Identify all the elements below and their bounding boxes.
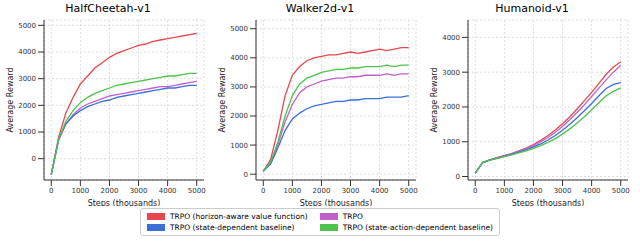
html-text:Walker2d-v1: Walker2d-v1 <box>285 2 355 15</box>
html-text:TRPO (state-action-dependent b: TRPO (state-action-dependent baseline) <box>342 223 493 232</box>
svg-text:0: 0 <box>49 187 53 195</box>
svg-text:1000: 1000 <box>283 187 301 195</box>
svg-text:3000: 3000 <box>442 69 460 77</box>
svg-text:2000: 2000 <box>230 112 248 120</box>
svg-text:3000: 3000 <box>342 187 360 195</box>
svg-text:Average Reward: Average Reward <box>430 67 439 132</box>
svg-text:Steps (thousands): Steps (thousands) <box>88 199 161 206</box>
html-text:Humanoid-v1: Humanoid-v1 <box>495 2 569 15</box>
svg-text:0: 0 <box>244 171 248 179</box>
html-text:TRPO: TRPO <box>342 212 363 221</box>
svg-text:4000: 4000 <box>159 187 177 195</box>
html-text:TRPO (horizon-aware value func: TRPO (horizon-aware value function) <box>170 212 308 221</box>
svg-text:2000: 2000 <box>313 187 331 195</box>
svg-text:1000: 1000 <box>18 128 36 136</box>
svg-text:5000: 5000 <box>188 187 206 195</box>
svg-text:0: 0 <box>261 187 265 195</box>
html-text:HalfCheetah-v1: HalfCheetah-v1 <box>65 2 151 15</box>
svg-text:0: 0 <box>32 155 36 163</box>
html-text:TRPO (state-dependent baseline: TRPO (state-dependent baseline) <box>170 223 295 232</box>
svg-text:4000: 4000 <box>230 54 248 62</box>
svg-text:1000: 1000 <box>230 142 248 150</box>
svg-text:0: 0 <box>473 187 477 195</box>
svg-text:3000: 3000 <box>554 187 572 195</box>
svg-text:4000: 4000 <box>18 48 36 56</box>
svg-text:4000: 4000 <box>442 34 460 42</box>
svg-text:4000: 4000 <box>583 187 601 195</box>
svg-text:2000: 2000 <box>442 103 460 111</box>
svg-text:0: 0 <box>456 173 460 181</box>
svg-text:3000: 3000 <box>18 75 36 83</box>
svg-text:Steps (thousands): Steps (thousands) <box>512 199 585 206</box>
svg-text:Average Reward: Average Reward <box>218 67 227 132</box>
svg-text:1000: 1000 <box>442 138 460 146</box>
svg-text:1000: 1000 <box>495 187 513 195</box>
svg-text:2000: 2000 <box>525 187 543 195</box>
svg-text:5000: 5000 <box>612 187 630 195</box>
svg-text:2000: 2000 <box>18 102 36 110</box>
svg-text:Average Reward: Average Reward <box>8 67 15 132</box>
svg-text:4000: 4000 <box>371 187 389 195</box>
svg-text:3000: 3000 <box>230 83 248 91</box>
svg-text:1000: 1000 <box>71 187 89 195</box>
svg-text:5000: 5000 <box>400 187 418 195</box>
svg-text:5000: 5000 <box>18 22 36 30</box>
svg-text:2000: 2000 <box>101 187 119 195</box>
svg-text:3000: 3000 <box>130 187 148 195</box>
svg-text:Steps (thousands): Steps (thousands) <box>300 199 373 206</box>
svg-text:5000: 5000 <box>230 25 248 33</box>
